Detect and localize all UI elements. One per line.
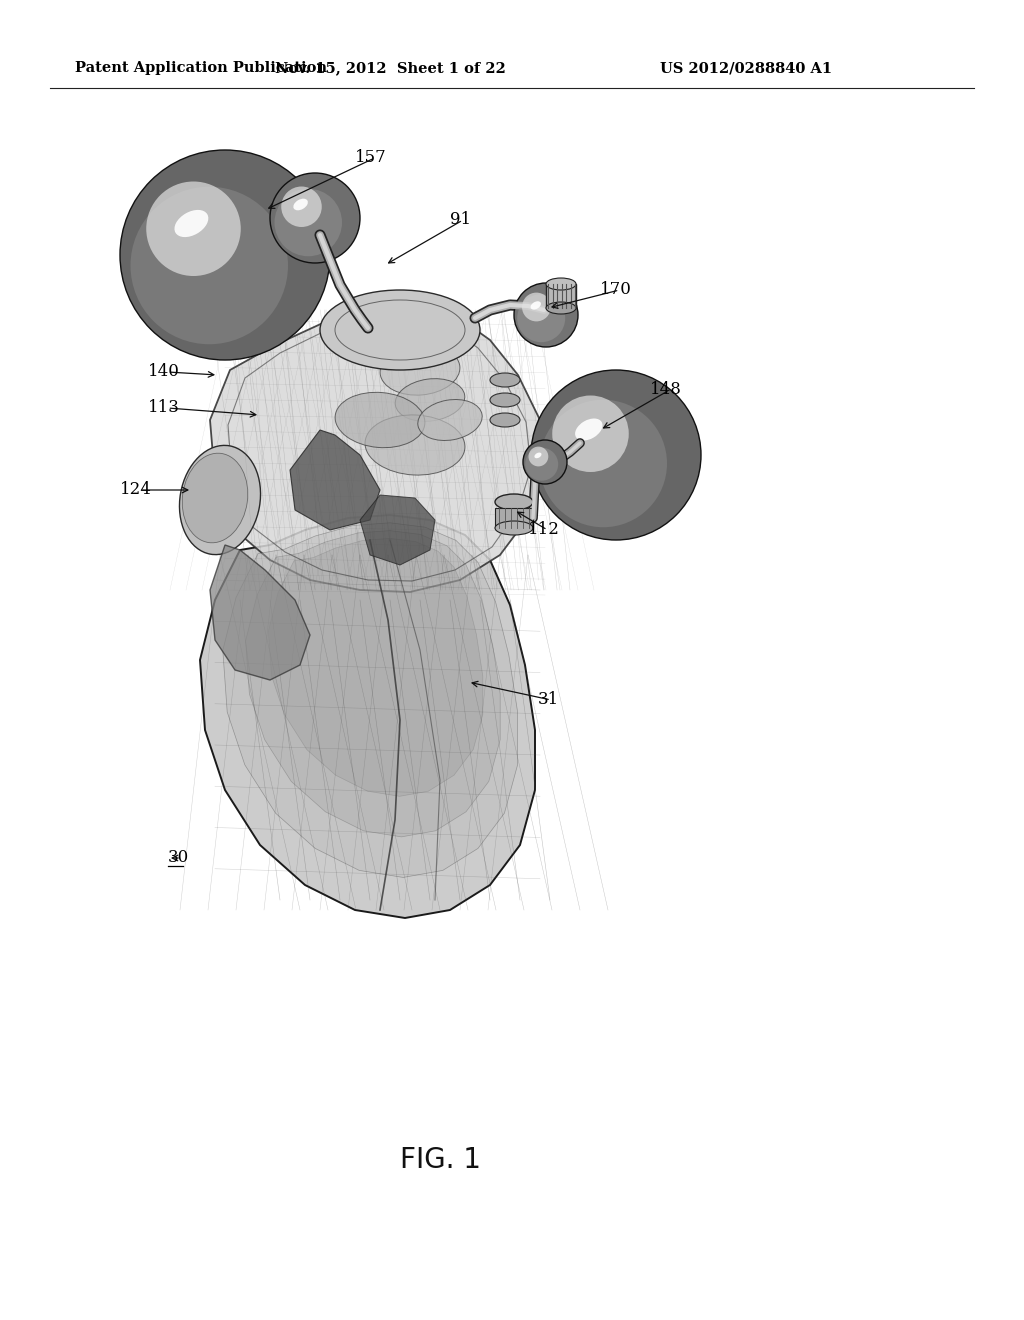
- Ellipse shape: [495, 521, 534, 535]
- Circle shape: [514, 282, 578, 347]
- Polygon shape: [268, 539, 482, 796]
- Ellipse shape: [490, 374, 520, 387]
- Text: 140: 140: [148, 363, 180, 380]
- Polygon shape: [360, 495, 435, 565]
- Text: 91: 91: [450, 211, 471, 228]
- Circle shape: [552, 396, 629, 473]
- Circle shape: [540, 400, 667, 527]
- Text: 112: 112: [528, 521, 560, 539]
- Polygon shape: [223, 523, 517, 878]
- Circle shape: [130, 186, 288, 345]
- Polygon shape: [210, 545, 310, 680]
- Ellipse shape: [365, 414, 465, 475]
- Ellipse shape: [380, 345, 460, 395]
- Ellipse shape: [319, 290, 480, 370]
- Text: 30: 30: [168, 850, 189, 866]
- Ellipse shape: [546, 302, 575, 314]
- Circle shape: [517, 294, 565, 342]
- Circle shape: [270, 173, 360, 263]
- Ellipse shape: [490, 413, 520, 426]
- Polygon shape: [200, 515, 535, 917]
- Ellipse shape: [179, 445, 260, 554]
- Circle shape: [120, 150, 330, 360]
- Ellipse shape: [546, 279, 575, 290]
- Text: Nov. 15, 2012  Sheet 1 of 22: Nov. 15, 2012 Sheet 1 of 22: [274, 61, 506, 75]
- Ellipse shape: [182, 453, 248, 543]
- Polygon shape: [290, 430, 380, 531]
- Text: 31: 31: [538, 692, 559, 709]
- Ellipse shape: [530, 301, 541, 309]
- Circle shape: [523, 440, 567, 484]
- FancyBboxPatch shape: [495, 508, 534, 528]
- Text: FIG. 1: FIG. 1: [399, 1146, 481, 1173]
- Text: Patent Application Publication: Patent Application Publication: [75, 61, 327, 75]
- FancyBboxPatch shape: [546, 284, 575, 308]
- Circle shape: [525, 447, 558, 480]
- Text: US 2012/0288840 A1: US 2012/0288840 A1: [660, 61, 833, 75]
- Circle shape: [146, 181, 241, 276]
- Ellipse shape: [293, 199, 308, 210]
- Polygon shape: [210, 305, 545, 591]
- Circle shape: [274, 189, 342, 256]
- Text: 124: 124: [120, 482, 152, 499]
- Ellipse shape: [174, 210, 208, 238]
- Ellipse shape: [418, 400, 482, 441]
- Ellipse shape: [490, 393, 520, 407]
- Ellipse shape: [335, 392, 425, 447]
- Ellipse shape: [535, 453, 542, 458]
- Polygon shape: [246, 531, 500, 837]
- Text: 157: 157: [355, 149, 387, 166]
- Circle shape: [522, 293, 551, 321]
- Text: 148: 148: [650, 381, 682, 399]
- Ellipse shape: [495, 494, 534, 510]
- Text: 170: 170: [600, 281, 632, 298]
- Circle shape: [531, 370, 701, 540]
- Circle shape: [282, 186, 322, 227]
- Text: 113: 113: [148, 400, 180, 417]
- Ellipse shape: [395, 379, 465, 421]
- Circle shape: [528, 446, 548, 466]
- Ellipse shape: [575, 418, 602, 441]
